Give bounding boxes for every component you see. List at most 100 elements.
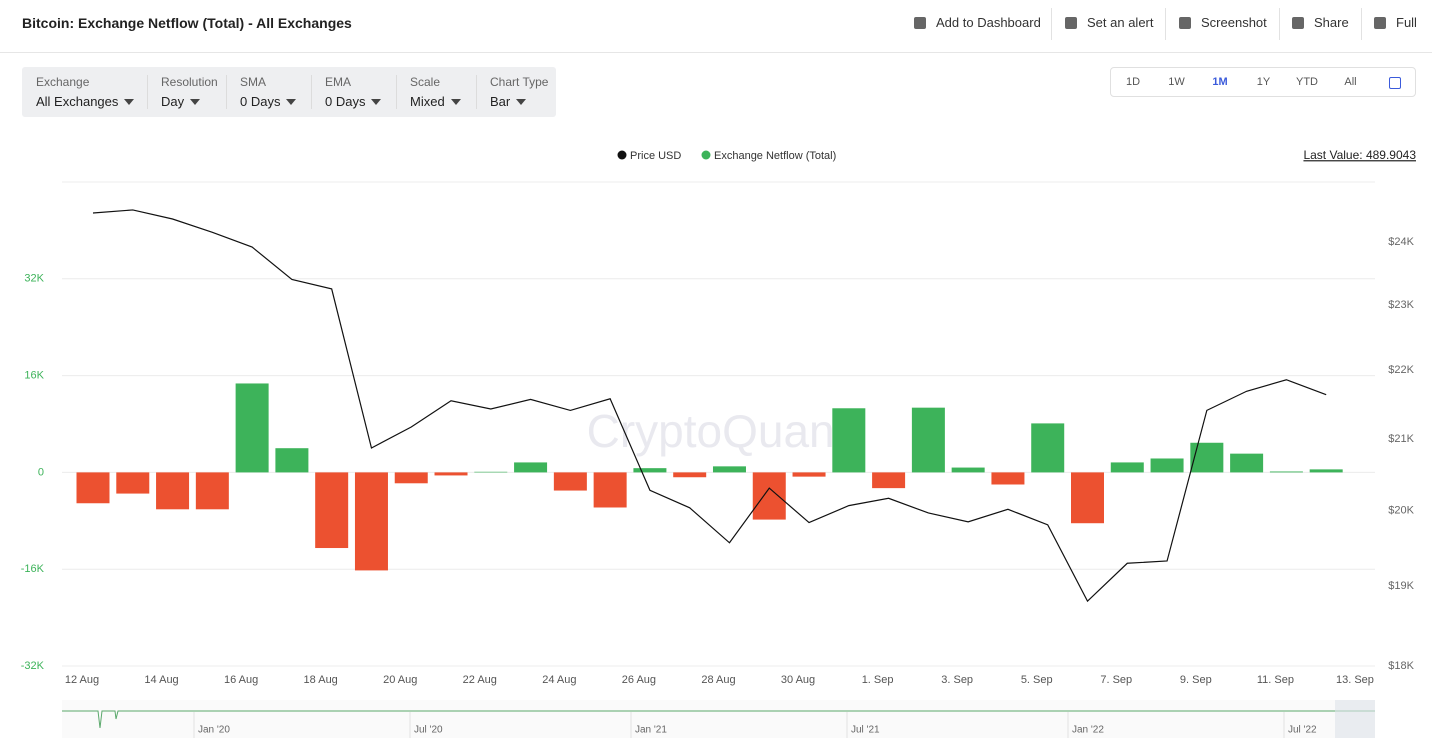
navigator[interactable] [62,700,1375,738]
action-button[interactable]: Set an alert [1087,15,1154,30]
bar [712,466,746,473]
dropdown-arrow [286,99,297,105]
bar [593,472,627,508]
bar [354,472,388,571]
y2-tick-label: $19K [1388,580,1414,592]
chart: CryptoQuant Last Value: 489.9043 -32K -16… [21,148,1416,738]
legend-label[interactable]: Price USD [630,150,681,162]
filter-value[interactable]: 0 Days [240,94,281,109]
range-selector: 1D 1W 1M 1Y YTD All [1110,67,1416,97]
x-tick-label: 5. Sep [1021,674,1053,686]
navigator-window[interactable] [1335,700,1375,738]
range-button[interactable]: YTD [1296,76,1318,88]
bar [1150,458,1184,473]
bar [1110,462,1144,473]
separator [1361,8,1362,40]
legend-label[interactable]: Exchange Netflow (Total) [714,150,836,162]
x-tick-label: 3. Sep [941,674,973,686]
bar [1031,423,1065,473]
bar [275,448,309,473]
bar [514,462,548,473]
calendar-icon[interactable] [1389,77,1401,89]
x-tick-label: 26 Aug [622,674,656,686]
bar [752,472,786,520]
range-button[interactable]: 1M [1212,76,1228,88]
watermark: CryptoQuant [587,405,848,457]
filter-value[interactable]: Mixed [410,94,445,109]
y-tick-label: -16K [21,563,45,575]
action-icon [1065,17,1077,29]
action-button[interactable]: Screenshot [1201,15,1267,30]
y2-tick-label: $22K [1388,364,1414,376]
dropdown-arrow [124,99,135,105]
bar [235,383,269,473]
x-tick-label: 18 Aug [304,674,338,686]
bar [553,472,587,491]
range-button[interactable]: 1Y [1256,76,1271,88]
bar [1309,469,1343,473]
range-button[interactable]: 1W [1168,76,1185,88]
x-tick-label: 7. Sep [1100,674,1132,686]
y-tick-label: 32K [24,273,44,285]
y2-tick-label: $18K [1388,660,1414,672]
dropdown-arrow [450,99,461,105]
y2-tick-label: $24K [1388,236,1414,248]
filter-value[interactable]: Bar [490,94,511,109]
navigator-label: Jul '22 [1288,725,1317,736]
separator [1279,8,1280,40]
bar [911,407,945,473]
dropdown-arrow [516,99,527,105]
filter-value[interactable]: Day [161,94,185,109]
action-icon [1292,17,1304,29]
bar [474,471,508,473]
navigator-label: Jul '20 [414,725,443,736]
filter-value[interactable]: All Exchanges [36,94,119,109]
divider [0,52,1432,53]
navigator-label: Jul '21 [851,725,880,736]
bar [832,408,866,473]
navigator-label: Jan '20 [198,725,230,736]
action-button[interactable]: Share [1314,15,1349,30]
last-value[interactable]: Last Value: 489.9043 [1303,148,1416,162]
y-tick-label: 16K [24,370,44,382]
bar [951,467,985,473]
bar [872,472,906,489]
x-tick-label: 28 Aug [701,674,735,686]
x-tick-label: 14 Aug [144,674,178,686]
range-button[interactable]: 1D [1125,76,1141,88]
x-tick-label: 30 Aug [781,674,815,686]
y-tick-label: 0 [38,466,44,478]
bar [156,472,190,510]
action-icon [914,17,926,29]
filter-value[interactable]: 0 Days [325,94,366,109]
x-tick-label: 16 Aug [224,674,258,686]
action-icon [1374,17,1386,29]
navigator-line [62,710,1375,729]
bar [76,472,110,504]
y-tick-label: -32K [21,660,45,672]
bar [394,472,428,484]
x-tick-label: 13. Sep [1336,674,1374,686]
bar [1071,472,1104,524]
action-icon [1179,17,1191,29]
filter-label: Exchange [36,75,90,89]
bar [1190,442,1224,473]
action-button[interactable]: Add to Dashboard [936,15,1041,30]
legend-marker [701,150,711,160]
x-tick-label: 1. Sep [862,674,894,686]
bar [434,472,468,476]
y2-tick-label: $20K [1388,505,1414,517]
range-button[interactable]: All [1344,76,1357,88]
bar [315,472,349,549]
filter-label: SMA [240,75,267,89]
x-tick-label: 11. Sep [1257,674,1294,686]
x-tick-label: 24 Aug [542,674,576,686]
price-line [92,209,1327,603]
bar [116,472,150,494]
bar [991,472,1025,485]
filter-divider [396,75,397,109]
filter-divider [226,75,227,109]
action-button[interactable]: Full [1396,15,1417,30]
filter-label: Chart Type [490,75,549,89]
filter-divider [147,75,148,109]
